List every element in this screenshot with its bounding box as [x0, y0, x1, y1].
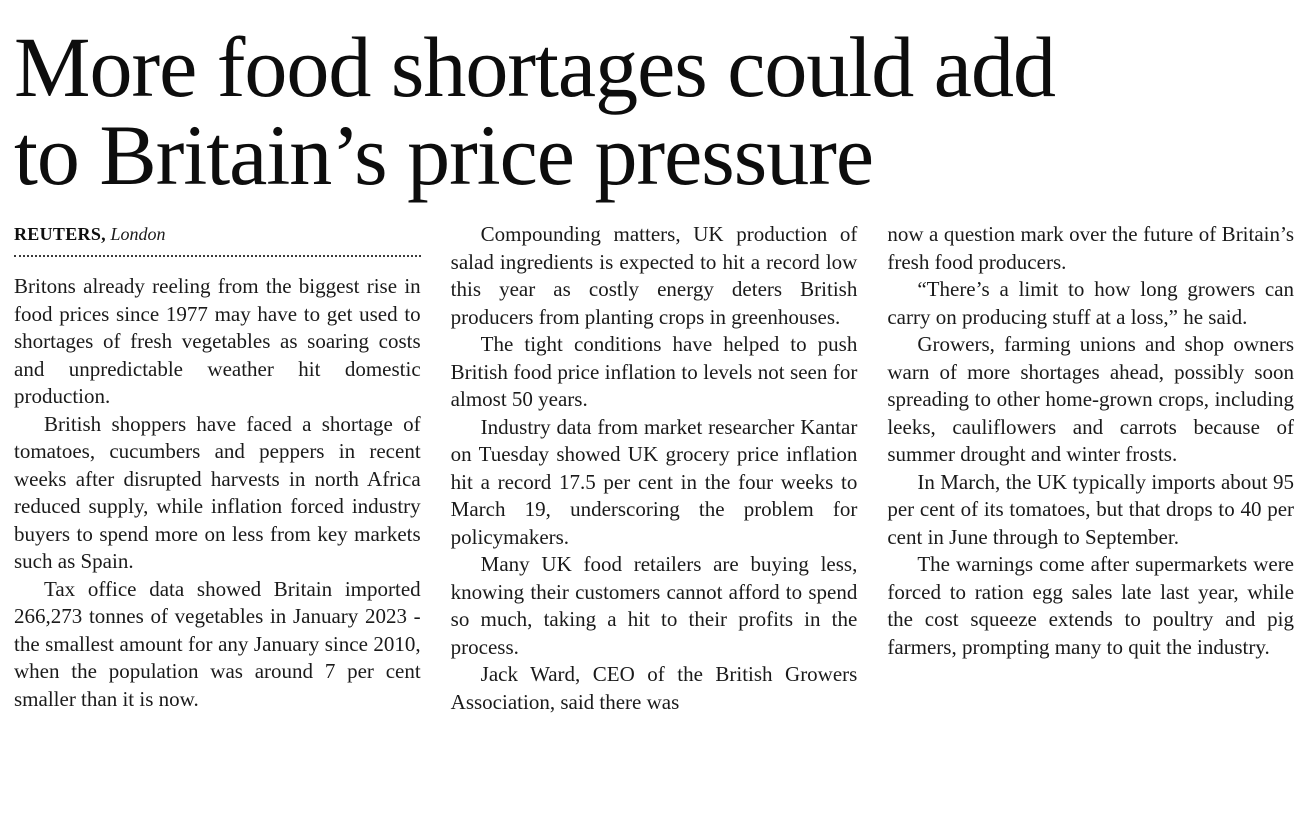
article-columns: REUTERS, London Britons already reeling …	[14, 221, 1294, 716]
article-paragraph: “There’s a limit to how long growers can…	[887, 277, 1295, 329]
article-paragraph: Compounding matters, UK production of sa…	[450, 222, 858, 329]
headline-line-2: to Britain’s price pressure	[14, 106, 874, 203]
article-paragraph: The warnings come after supermarkets wer…	[887, 552, 1295, 659]
article-paragraph: Industry data from market researcher Kan…	[450, 414, 858, 549]
article-column-1: REUTERS, London Britons already reeling …	[14, 221, 421, 716]
headline: More food shortages could add to Britain…	[14, 19, 1294, 203]
byline-divider	[14, 255, 421, 258]
article-paragraph: Growers, farming unions and shop owners …	[887, 332, 1295, 467]
byline-source: REUTERS,	[14, 224, 106, 245]
article-paragraph: British shoppers have faced a shortage o…	[14, 411, 421, 574]
article-paragraph: In March, the UK typically imports about…	[887, 469, 1295, 549]
byline-location: London	[110, 224, 166, 245]
article-paragraph: Many UK food retailers are buying less, …	[450, 552, 858, 659]
article-paragraph: now a question mark over the future of B…	[887, 222, 1295, 274]
article-paragraph: Britons already reeling from the biggest…	[14, 274, 421, 409]
article-paragraph: Tax office data showed Britain imported …	[14, 576, 421, 711]
article-column-3: now a question mark over the future of B…	[887, 221, 1294, 716]
article-paragraph: Jack Ward, CEO of the British Growers As…	[450, 662, 858, 714]
headline-line-1: More food shortages could add	[14, 19, 1056, 115]
article-column-2: Compounding matters, UK production of sa…	[451, 221, 858, 716]
byline: REUTERS, London	[14, 223, 421, 245]
article-paragraph: The tight conditions have helped to push…	[450, 332, 858, 412]
